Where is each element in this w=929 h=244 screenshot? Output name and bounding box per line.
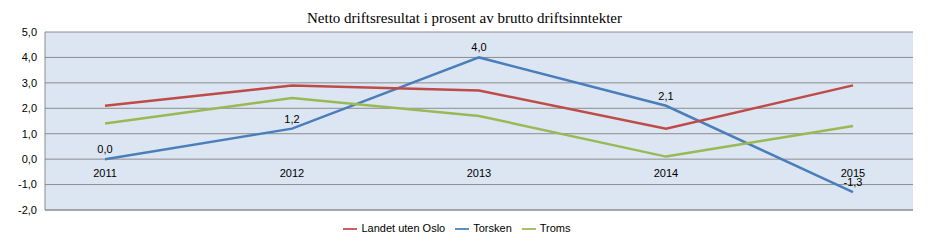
html-text:Netto driftsresultat i prosent: Netto driftsresultat i prosent av brutto…	[307, 10, 622, 26]
svg-text:-1,3: -1,3	[844, 176, 863, 188]
svg-text:4,0: 4,0	[471, 41, 486, 53]
svg-text:2015: 2015	[840, 167, 866, 180]
html-text:Torsken: Torsken	[473, 222, 512, 234]
html-text:Landet uten Oslo: Landet uten Oslo	[361, 222, 446, 234]
svg-text:0,0: 0,0	[97, 143, 112, 155]
svg-text:2,1: 2,1	[658, 90, 673, 102]
svg-text:2011: 2011	[93, 167, 117, 179]
svg-text:2,0: 2,0	[22, 102, 37, 114]
svg-text:-1,0: -1,0	[18, 178, 37, 190]
svg-text:3,0: 3,0	[22, 77, 37, 89]
svg-text:5,0: 5,0	[22, 26, 37, 38]
svg-text:2012: 2012	[280, 167, 304, 179]
svg-text:4,0: 4,0	[22, 51, 37, 63]
svg-text:1,0: 1,0	[22, 128, 37, 140]
svg-text:1,2: 1,2	[284, 113, 299, 125]
svg-text:2013: 2013	[467, 167, 491, 179]
svg-text:-2,0: -2,0	[18, 204, 37, 216]
svg-text:2014: 2014	[654, 167, 678, 179]
html-text:Troms: Troms	[539, 222, 571, 234]
svg-text:0,0: 0,0	[22, 153, 37, 165]
